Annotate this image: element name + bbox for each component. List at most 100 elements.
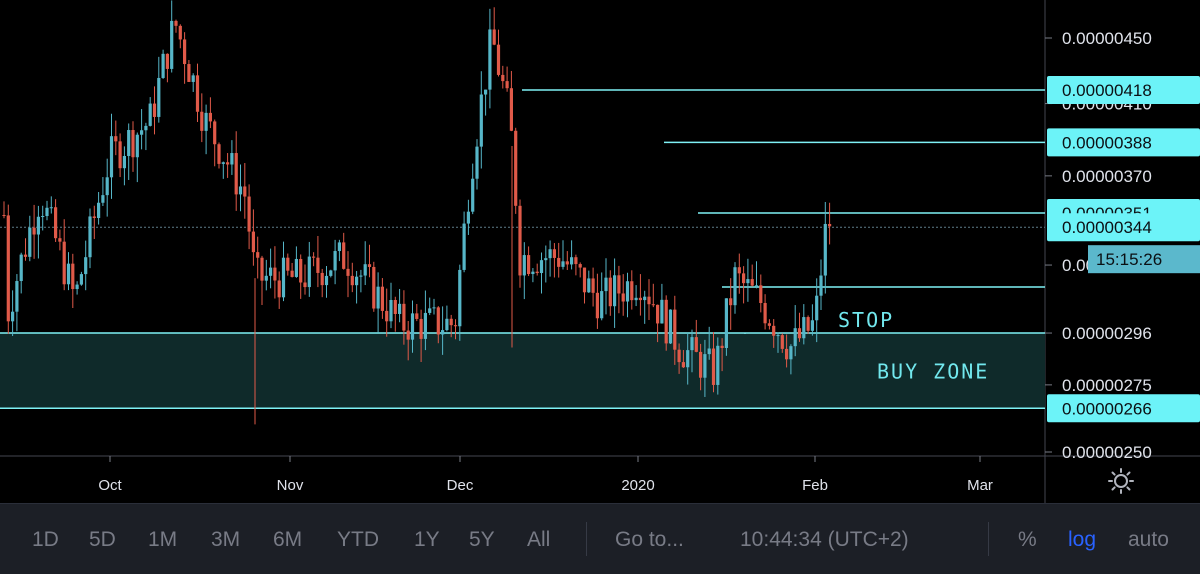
candle-body: [359, 275, 363, 277]
candle-body: [247, 196, 251, 232]
candle-body: [118, 141, 122, 169]
range-6m-button[interactable]: 6M: [273, 528, 303, 551]
candle-body: [570, 257, 574, 265]
candle-body: [380, 286, 384, 311]
candle-body: [299, 258, 303, 283]
candle-body: [393, 299, 397, 314]
candle-body: [767, 323, 771, 326]
candle-body: [376, 286, 380, 309]
candle-body: [720, 345, 724, 348]
candle-body: [97, 202, 101, 219]
candle-body: [71, 263, 75, 290]
candle-body: [600, 291, 604, 319]
candle-body: [316, 257, 320, 273]
log-toggle[interactable]: log: [1068, 528, 1097, 551]
clock-timezone-button[interactable]: 10:44:34 (UTC+2): [740, 528, 909, 551]
candle-body: [367, 264, 372, 267]
candle-body: [484, 89, 488, 95]
candle-body: [634, 297, 638, 301]
price-level-badge: [1047, 128, 1200, 157]
candle-body: [105, 177, 109, 196]
range-1y-button[interactable]: 1Y: [414, 528, 440, 551]
candle-body: [75, 284, 79, 290]
candle-body: [453, 325, 458, 327]
candle-body: [256, 252, 260, 258]
price-tick-label: 0.00000370: [1062, 167, 1152, 186]
buy-zone-rect: [0, 333, 1045, 409]
candle-body: [230, 153, 234, 165]
candle-body: [823, 223, 827, 276]
candle-body: [527, 255, 531, 275]
candle-body: [58, 238, 62, 242]
candle-body: [251, 231, 255, 253]
price-tick-label: 0.00000450: [1062, 29, 1152, 48]
candle-body: [363, 264, 367, 276]
candle-body: [806, 317, 810, 331]
candle-body: [466, 211, 470, 224]
auto-toggle[interactable]: auto: [1128, 528, 1169, 551]
candle-body: [410, 313, 415, 340]
candle-body: [501, 74, 505, 82]
chart-area[interactable]: 0.000004500.000004100.000003700.00000326…: [0, 0, 1200, 503]
candle-body: [630, 281, 634, 301]
range-1d-button[interactable]: 1D: [32, 528, 59, 551]
price-level-badge-label: 0.00000418: [1062, 81, 1152, 100]
candle-body: [36, 216, 40, 235]
candle-body: [428, 308, 432, 313]
candle-body: [445, 318, 449, 331]
candle-body: [260, 257, 264, 281]
countdown-label: 15:15:26: [1096, 250, 1162, 269]
candle-body: [617, 275, 621, 294]
candle-body: [587, 278, 591, 293]
candle-body: [204, 112, 208, 131]
candle-body: [170, 20, 174, 69]
candle-body: [492, 29, 496, 45]
candle-body: [432, 307, 436, 309]
candle-body: [307, 256, 311, 288]
candle-body: [604, 277, 608, 292]
candle-body: [66, 263, 71, 285]
candle-body: [789, 346, 793, 360]
candle-body: [286, 257, 290, 271]
candle-body: [15, 281, 19, 312]
candle-body: [2, 215, 6, 217]
range-all-button[interactable]: All: [527, 528, 551, 551]
candle-body: [582, 267, 587, 293]
candle-body: [329, 270, 333, 276]
candle-body: [668, 309, 673, 344]
candle-body: [574, 257, 578, 265]
range-5d-button[interactable]: 5D: [89, 528, 116, 551]
candle-body: [746, 279, 750, 284]
candle-body: [23, 254, 28, 257]
candle-body: [337, 242, 341, 252]
price-chart[interactable]: 0.000004500.000004100.000003700.00000326…: [0, 0, 1200, 503]
candle-body: [643, 296, 647, 301]
candle-body: [84, 257, 88, 275]
candle-body: [750, 279, 754, 286]
range-5y-button[interactable]: 5Y: [469, 528, 495, 551]
toolbar-divider: [586, 522, 587, 556]
range-3m-button[interactable]: 3M: [211, 528, 241, 551]
percent-toggle[interactable]: %: [1018, 528, 1037, 551]
candle-body: [557, 257, 561, 267]
range-ytd-button[interactable]: YTD: [337, 528, 379, 551]
candle-body: [681, 362, 685, 368]
candle-body: [385, 310, 389, 322]
candle-body: [664, 299, 668, 344]
candle-body: [200, 111, 204, 131]
candle-body: [785, 348, 789, 360]
candle-body: [565, 261, 569, 265]
candle-body: [677, 349, 681, 363]
candle-body: [608, 277, 612, 307]
candle-body: [509, 88, 513, 131]
candle-body: [621, 293, 625, 302]
range-1m-button[interactable]: 1M: [148, 528, 178, 551]
gear-icon[interactable]: [1106, 466, 1136, 496]
goto-button[interactable]: Go to...: [615, 528, 684, 551]
candle-body: [419, 318, 423, 339]
candle-body: [269, 267, 273, 276]
candle-body: [342, 242, 346, 269]
candle-body: [535, 271, 539, 274]
candle-body: [578, 264, 582, 268]
price-tick-label: 0.00000250: [1062, 443, 1152, 462]
